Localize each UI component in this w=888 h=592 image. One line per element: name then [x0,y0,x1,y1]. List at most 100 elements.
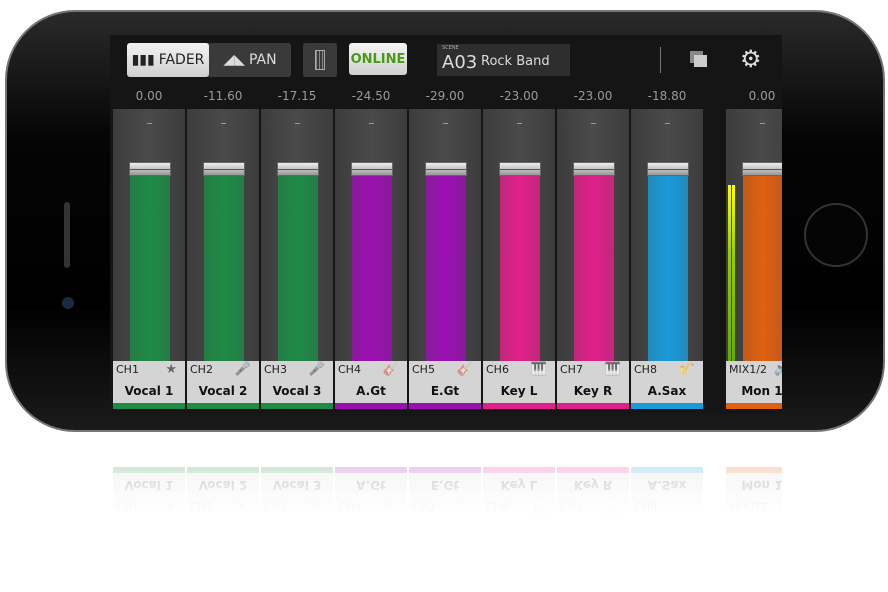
electric-guitar-icon: 🎸 [456,362,473,377]
fader-knob[interactable] [129,162,171,176]
fader-strip[interactable] [113,109,185,361]
fader-level [500,173,540,361]
channel-color-bar [261,467,333,473]
fader-knob[interactable] [499,162,541,176]
view-toggle: ▮▮▮ FADER ◢◣ PAN [127,43,291,77]
keyboard-icon: 🎹 [604,499,621,514]
channel-color-bar [726,467,782,473]
channel-label[interactable]: CH7 🎹 Key R [557,473,629,515]
gear-icon[interactable]: ⚙ [740,45,762,73]
scale-tick [591,123,596,124]
fader-strip[interactable] [631,109,703,361]
fader-knob[interactable] [573,162,615,176]
channel-label[interactable]: CH7 🎹 Key R [557,361,629,403]
fader-strip[interactable] [483,109,555,361]
channel-label[interactable]: CH5 🎸 E.Gt [409,361,481,403]
fader-strip[interactable] [726,109,782,361]
channel-label[interactable]: CH2 🎤 Vocal 2 [187,361,259,403]
channel-label[interactable]: CH3 🎤 Vocal 3 [261,473,333,515]
channel-label[interactable]: CH6 🎹 Key L [483,361,555,403]
channel-label[interactable]: CH8 🎷 A.Sax [631,473,703,515]
scale-tick [665,123,670,124]
channel-label[interactable]: CH3 🎤 Vocal 3 [261,361,333,403]
home-button[interactable] [804,203,868,267]
fader-strip[interactable] [557,109,629,361]
channel-label[interactable]: CH8 🎷 A.Sax [631,361,703,403]
fader-value: -24.50 [351,89,391,103]
level-meter [728,185,731,361]
channel-name: Key R [573,384,613,398]
microphone-icon: 🎤 [308,362,325,377]
channel-label[interactable]: CH4 🎸 A.Gt [335,361,407,403]
meter-icon [315,50,325,70]
microphone-icon: 🎤 [234,499,251,514]
microphone-icon: 🎤 [308,499,325,514]
channel-color-bar [187,403,259,409]
channel-name: Mon 1 [741,478,782,492]
channel-color-bar [483,467,555,473]
fader-strip[interactable] [187,109,259,361]
keyboard-icon: 🎹 [530,499,547,514]
fader-knob[interactable] [647,162,689,176]
star-icon: ★ [165,499,177,514]
channel-id: MIX1/2 [729,500,767,513]
fader-knob[interactable] [351,162,393,176]
fader-knob[interactable] [277,162,319,176]
online-button[interactable]: ONLINE [349,43,407,75]
channel-name: Key L [500,384,538,398]
channel-color-bar [113,467,185,473]
toolbar: ▮▮▮ FADER ◢◣ PAN ONLINE SCENE A03 Rock Ban… [110,35,782,87]
meter-button[interactable] [303,43,337,77]
channel-color-bar [261,403,333,409]
channel-id: CH7 [560,500,583,513]
channel-name: Vocal 1 [124,384,174,398]
channel-id: CH5 [412,500,435,513]
fader-level [204,173,244,361]
fader-level [574,173,614,361]
fader-knob[interactable] [742,162,782,176]
fader-tab[interactable]: ▮▮▮ FADER [127,43,209,77]
fader-strip[interactable] [261,109,333,361]
channel-label[interactable]: CH4 🎸 A.Gt [335,473,407,515]
reflection-content: CH1 ★ Vocal 1 CH2 🎤 Vocal 2 CH3 🎤 Vocal 3 CH4 🎸 A.G… [110,455,782,515]
scale-tick [517,123,522,124]
fader-strip[interactable] [409,109,481,361]
windows-icon[interactable] [690,51,708,67]
channel-color-bar [335,403,407,409]
fader-knob[interactable] [425,162,467,176]
pan-tab[interactable]: ◢◣ PAN [223,52,277,68]
fader-level [426,173,466,361]
channel-label[interactable]: CH1 ★ Vocal 1 [113,361,185,403]
channel-label[interactable]: CH1 ★ Vocal 1 [113,473,185,515]
channel-label[interactable]: MIX1/2 🔊 Mon 1 [726,361,782,403]
channel-color-bar [187,467,259,473]
scale-tick [221,123,226,124]
fader-value: -23.00 [573,89,613,103]
channel-color-bar [409,467,481,473]
fader-level [278,173,318,361]
channel-label[interactable]: CH6 🎹 Key L [483,473,555,515]
channel-id: CH3 [264,363,287,376]
channel-color-bar [557,467,629,473]
keyboard-icon: 🎹 [604,362,621,377]
channel-label[interactable]: CH2 🎤 Vocal 2 [187,473,259,515]
star-icon: ★ [165,362,177,377]
channel-id: CH4 [338,363,361,376]
channel-id: CH4 [338,500,361,513]
fader-knob[interactable] [203,162,245,176]
keyboard-icon: 🎹 [530,362,547,377]
channel-color-bar [113,403,185,409]
scene-display[interactable]: SCENE A03 Rock Band [437,44,570,76]
channel-color-bar [335,467,407,473]
fader-level [352,173,392,361]
monitor-icon: 🔊 [774,499,782,514]
channel-label[interactable]: MIX1/2 🔊 Mon 1 [726,473,782,515]
channel-name: A.Sax [647,384,687,398]
fader-strip[interactable] [335,109,407,361]
channel-name: Vocal 3 [272,384,322,398]
channel-label[interactable]: CH5 🎸 E.Gt [409,473,481,515]
mixer-screen: ▮▮▮ FADER ◢◣ PAN ONLINE SCENE A03 Rock Ban… [110,35,782,412]
channel-name: Mon 1 [741,384,782,398]
scale-tick [443,123,448,124]
channel-id: CH8 [634,363,657,376]
